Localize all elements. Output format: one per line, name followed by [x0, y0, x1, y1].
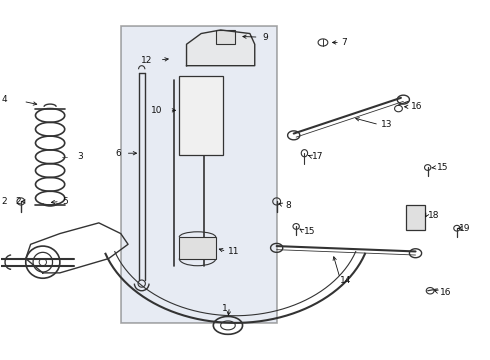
Text: 5: 5 [62, 197, 68, 206]
Polygon shape [187, 30, 255, 66]
Text: 18: 18 [428, 211, 439, 220]
Text: 12: 12 [141, 56, 152, 65]
Text: 15: 15 [438, 163, 449, 172]
Text: 16: 16 [411, 102, 422, 111]
Text: 7: 7 [342, 38, 347, 47]
Bar [406, 205, 425, 230]
Bar [179, 237, 216, 258]
Text: 15: 15 [303, 227, 315, 236]
Text: 10: 10 [150, 106, 162, 115]
Text: 3: 3 [77, 152, 83, 161]
Text: 4: 4 [1, 95, 7, 104]
Bar [216, 30, 235, 44]
Text: 16: 16 [440, 288, 451, 297]
Text: 17: 17 [312, 152, 324, 161]
Text: 8: 8 [285, 201, 291, 210]
Text: 6: 6 [115, 149, 121, 158]
Bar [179, 76, 223, 155]
Text: 9: 9 [262, 33, 268, 42]
Text: 13: 13 [381, 120, 393, 129]
FancyBboxPatch shape [121, 26, 277, 323]
Text: 1: 1 [221, 304, 227, 313]
Text: 14: 14 [340, 275, 351, 284]
Text: 2: 2 [1, 197, 7, 206]
Text: 11: 11 [228, 247, 240, 256]
Text: 19: 19 [460, 224, 471, 233]
Text: 2: 2 [15, 197, 21, 206]
